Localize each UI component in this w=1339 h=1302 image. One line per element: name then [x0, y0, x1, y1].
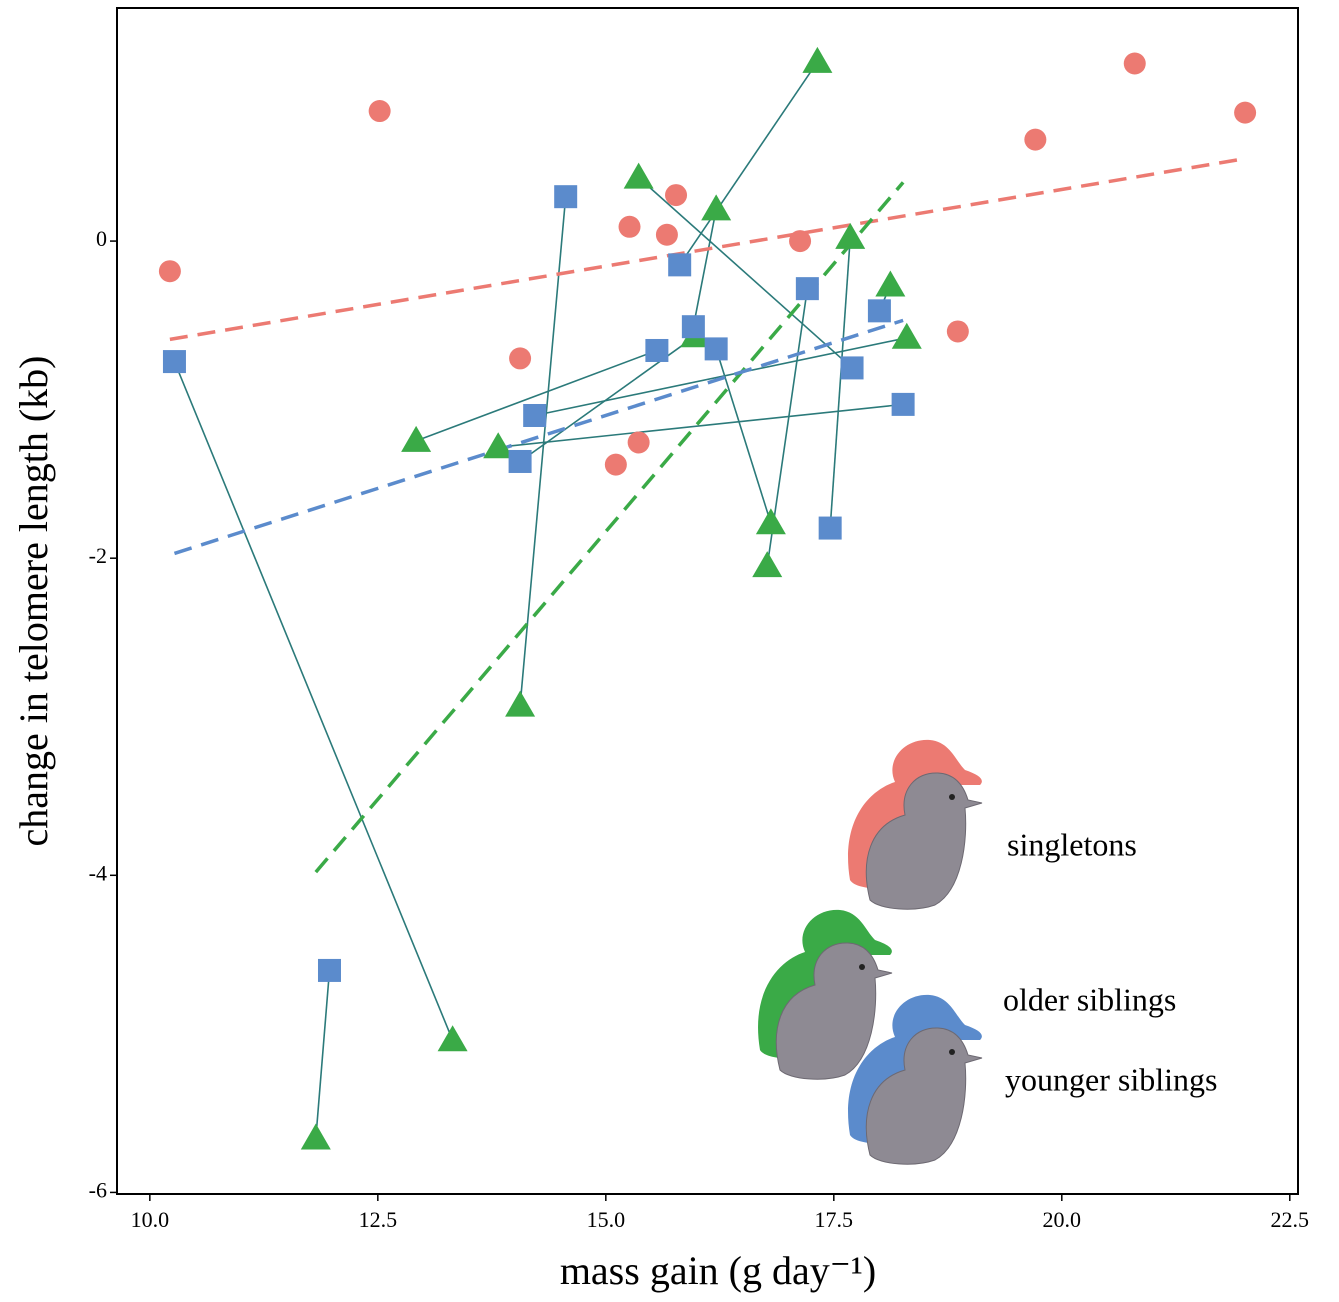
legend-item: singletons	[848, 739, 1137, 910]
point	[795, 277, 819, 301]
legend-chick	[865, 1027, 983, 1165]
point	[681, 315, 705, 339]
legend-item: older siblings	[758, 909, 1176, 1080]
point	[946, 320, 969, 343]
point	[704, 337, 728, 361]
legend-label: older siblings	[1003, 981, 1176, 1017]
legend-item: younger siblings	[848, 994, 1217, 1165]
point	[437, 1025, 468, 1052]
x-tick-label: 15.0	[587, 1207, 626, 1232]
sibling-link	[638, 177, 853, 369]
legend-chick	[775, 942, 893, 1080]
point	[1123, 52, 1146, 75]
point	[368, 100, 391, 123]
sibling-link	[315, 970, 331, 1139]
point	[665, 184, 688, 207]
plot-frame	[116, 7, 1299, 1195]
point	[509, 347, 532, 370]
y-tick-label: 0	[96, 226, 107, 251]
x-axis-title: mass gain (g day⁻¹)	[560, 1248, 876, 1293]
point	[554, 185, 578, 209]
point	[701, 194, 732, 221]
point	[835, 222, 866, 249]
sibling-link	[829, 237, 852, 529]
point	[505, 690, 536, 717]
sibling-link	[534, 337, 907, 417]
point	[655, 223, 678, 246]
sibling-link	[498, 403, 904, 448]
legend-label: singletons	[1007, 826, 1137, 862]
point	[627, 431, 650, 454]
point	[618, 215, 641, 238]
point	[508, 449, 532, 473]
sibling-link	[415, 349, 658, 442]
point	[604, 453, 627, 476]
point	[891, 322, 922, 349]
point	[523, 403, 547, 427]
sibling-link	[173, 361, 454, 1041]
point	[317, 958, 341, 982]
point	[300, 1123, 331, 1150]
point	[158, 260, 181, 283]
x-tick-label: 17.5	[815, 1207, 854, 1232]
trend-line	[169, 156, 1246, 342]
point	[891, 392, 915, 416]
y-tick-label: -4	[89, 860, 107, 885]
x-tick-label: 22.5	[1271, 1207, 1310, 1232]
point	[867, 299, 891, 323]
sibling-link	[519, 196, 567, 706]
sibling-link	[679, 61, 819, 266]
point	[755, 508, 786, 535]
point	[818, 516, 842, 540]
sibling-link	[715, 348, 772, 524]
point	[840, 356, 864, 380]
point	[162, 350, 186, 374]
point	[483, 432, 514, 459]
point	[802, 46, 833, 73]
point	[1024, 128, 1047, 151]
point	[645, 338, 669, 362]
point	[623, 162, 654, 189]
sibling-link	[692, 209, 717, 327]
point	[752, 551, 783, 578]
legend-label: younger siblings	[1005, 1061, 1217, 1097]
legend-chick-eye	[949, 794, 955, 800]
y-tick-label: -6	[89, 1177, 107, 1202]
x-tick-label: 10.0	[131, 1207, 170, 1232]
legend-chick	[865, 772, 983, 910]
point	[1234, 101, 1257, 124]
point	[875, 270, 906, 297]
trend-line	[314, 181, 905, 874]
x-tick-label: 12.5	[359, 1207, 398, 1232]
x-tick-label: 20.0	[1043, 1207, 1082, 1232]
point	[401, 425, 432, 452]
legend-chick-eye	[949, 1049, 955, 1055]
point	[789, 230, 812, 253]
legend-chick-eye	[859, 964, 865, 970]
point	[668, 253, 692, 277]
y-tick-label: -2	[89, 543, 107, 568]
trend-line	[173, 318, 904, 556]
y-axis-title: change in telomere length (kb)	[11, 356, 56, 847]
